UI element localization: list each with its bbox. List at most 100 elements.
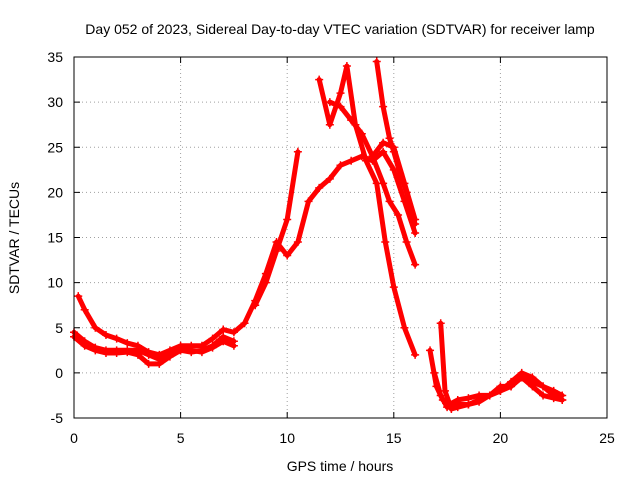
data-point [208,341,217,350]
data-point [74,292,83,301]
data-point [144,359,153,368]
data-point [411,215,420,224]
data-point [385,197,394,206]
data-point [293,147,302,156]
y-tick-label: 20 [47,184,63,200]
data-point [558,395,567,404]
x-tick-label: 5 [177,430,185,446]
sat-trace-3 [70,332,238,368]
data-point [123,348,132,357]
data-point [176,346,185,355]
sat-trace-11 [430,368,567,412]
data-point [389,143,398,152]
data-point [219,332,228,341]
data-point [528,373,537,382]
data-point [165,352,174,361]
data-point [402,238,411,247]
series-line [75,149,418,358]
data-point [436,319,445,328]
data-point [528,382,537,391]
data-point [197,346,206,355]
data-point [381,238,390,247]
y-tick-label: 5 [55,320,63,336]
data-point [368,152,377,161]
data-point [112,334,121,343]
data-point [400,179,409,188]
data-point [336,102,345,111]
data-point [347,156,356,165]
sat-trace-1 [74,147,420,359]
sat-trace-4 [251,147,302,310]
data-point [325,120,334,129]
data-point [362,156,371,165]
data-point [453,400,462,409]
data-point [261,278,270,287]
x-axis-label: GPS time / hours [287,458,394,474]
data-point [411,350,420,359]
data-point [436,391,445,400]
data-point [219,325,228,334]
data-point [293,238,302,247]
data-point [426,346,435,355]
data-point [539,382,548,391]
data-point [283,251,292,260]
y-tick-label: 0 [55,365,63,381]
series-line [71,334,237,367]
data-point [357,129,366,138]
data-point [464,400,473,409]
chart-title: Day 052 of 2023, Sidereal Day-to-day VTE… [85,21,595,37]
sat-trace-5 [315,62,420,359]
series-line [327,99,418,268]
data-point [347,116,356,125]
data-point [517,368,526,377]
y-tick-label: 35 [47,49,63,65]
data-point [389,283,398,292]
data-point [240,319,249,328]
data-point [430,368,439,377]
data-point [336,161,345,170]
x-tick-label: 10 [279,430,295,446]
data-point [91,346,100,355]
x-tick-label: 25 [599,430,615,446]
x-tick-label: 20 [493,430,509,446]
data-point [507,377,516,386]
data-point [325,98,334,107]
plot-frame [73,56,608,419]
series-line [316,63,418,358]
data-point [80,341,89,350]
data-point [411,260,420,269]
data-point [304,197,313,206]
data-point [112,349,121,358]
data-point [394,210,403,219]
data-point [155,359,164,368]
data-point [440,386,449,395]
data-point [101,349,110,358]
series-layer [70,57,567,413]
x-tick-label: 0 [70,430,78,446]
data-point [272,247,281,256]
data-point [342,62,351,71]
data-point [443,403,452,412]
y-tick-label: -5 [51,410,64,426]
data-point [187,348,196,357]
x-tick-label: 15 [386,430,402,446]
y-tick-label: 15 [47,230,63,246]
data-point [325,174,334,183]
data-point [385,134,394,143]
data-point [475,395,484,404]
data-point [539,391,548,400]
y-axis-label: SDTVAR / TECUs [6,182,22,294]
data-point [144,350,153,359]
data-point [336,89,345,98]
sat-trace-8 [368,138,420,224]
sat-trace-6 [325,98,420,269]
data-point [379,147,388,156]
data-point [133,350,142,359]
data-point [315,183,324,192]
data-point [251,301,260,310]
data-point [379,179,388,188]
y-tick-label: 10 [47,275,63,291]
data-point [91,323,100,332]
data-point [283,215,292,224]
